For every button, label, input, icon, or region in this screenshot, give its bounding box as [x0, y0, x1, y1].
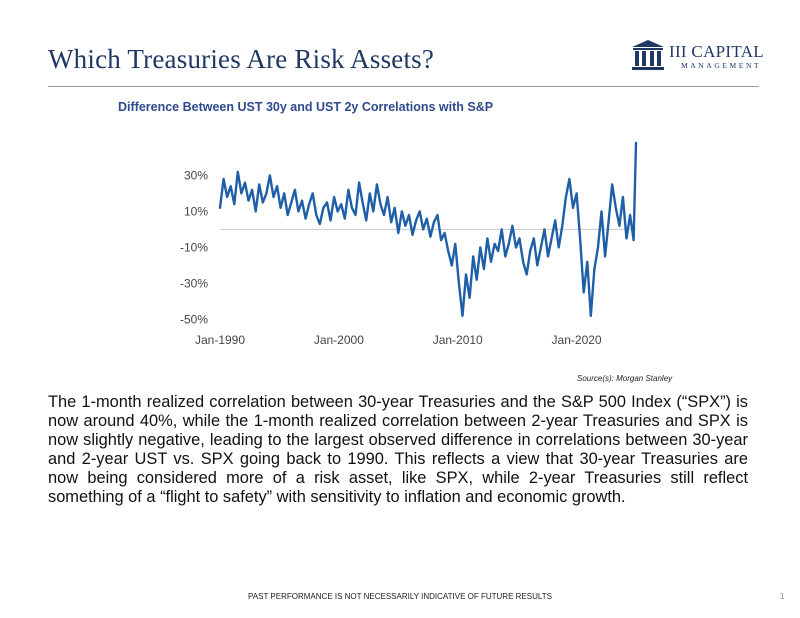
header-divider — [48, 86, 759, 87]
x-tick-label: Jan-2010 — [433, 333, 483, 347]
y-tick-label: -30% — [180, 276, 208, 290]
x-tick-label: Jan-2000 — [314, 333, 364, 347]
company-logo: III CAPITAL MANAGEMENT — [631, 40, 764, 72]
correlation-difference-line-chart: 30% 10% -10% -30% -50% Jan-1990 Jan-2000 Jan-20… — [180, 141, 638, 347]
y-tick-label: -10% — [180, 240, 208, 254]
slide-title: Which Treasuries Are Risk Assets? — [48, 44, 435, 74]
y-tick-label: 30% — [184, 168, 208, 182]
x-tick-label: Jan-1990 — [195, 333, 245, 347]
source-note: Source(s): Morgan Stanley — [577, 374, 673, 383]
y-tick-label: 10% — [184, 204, 208, 218]
chart-title: Difference Between UST 30y and UST 2y Co… — [118, 100, 494, 114]
columns-logo-icon — [632, 40, 664, 70]
y-tick-label: -50% — [180, 312, 208, 326]
page-number: 1 — [780, 592, 785, 601]
commentary-paragraph: The 1-month realized correlation between… — [48, 393, 748, 506]
series-line — [218, 141, 638, 318]
x-tick-label: Jan-2020 — [552, 333, 602, 347]
disclaimer-footer: PAST PERFORMANCE IS NOT NECESSARILY INDI… — [248, 592, 552, 601]
logo-subtitle: MANAGEMENT — [681, 61, 762, 70]
logo-name: III CAPITAL — [669, 42, 764, 61]
